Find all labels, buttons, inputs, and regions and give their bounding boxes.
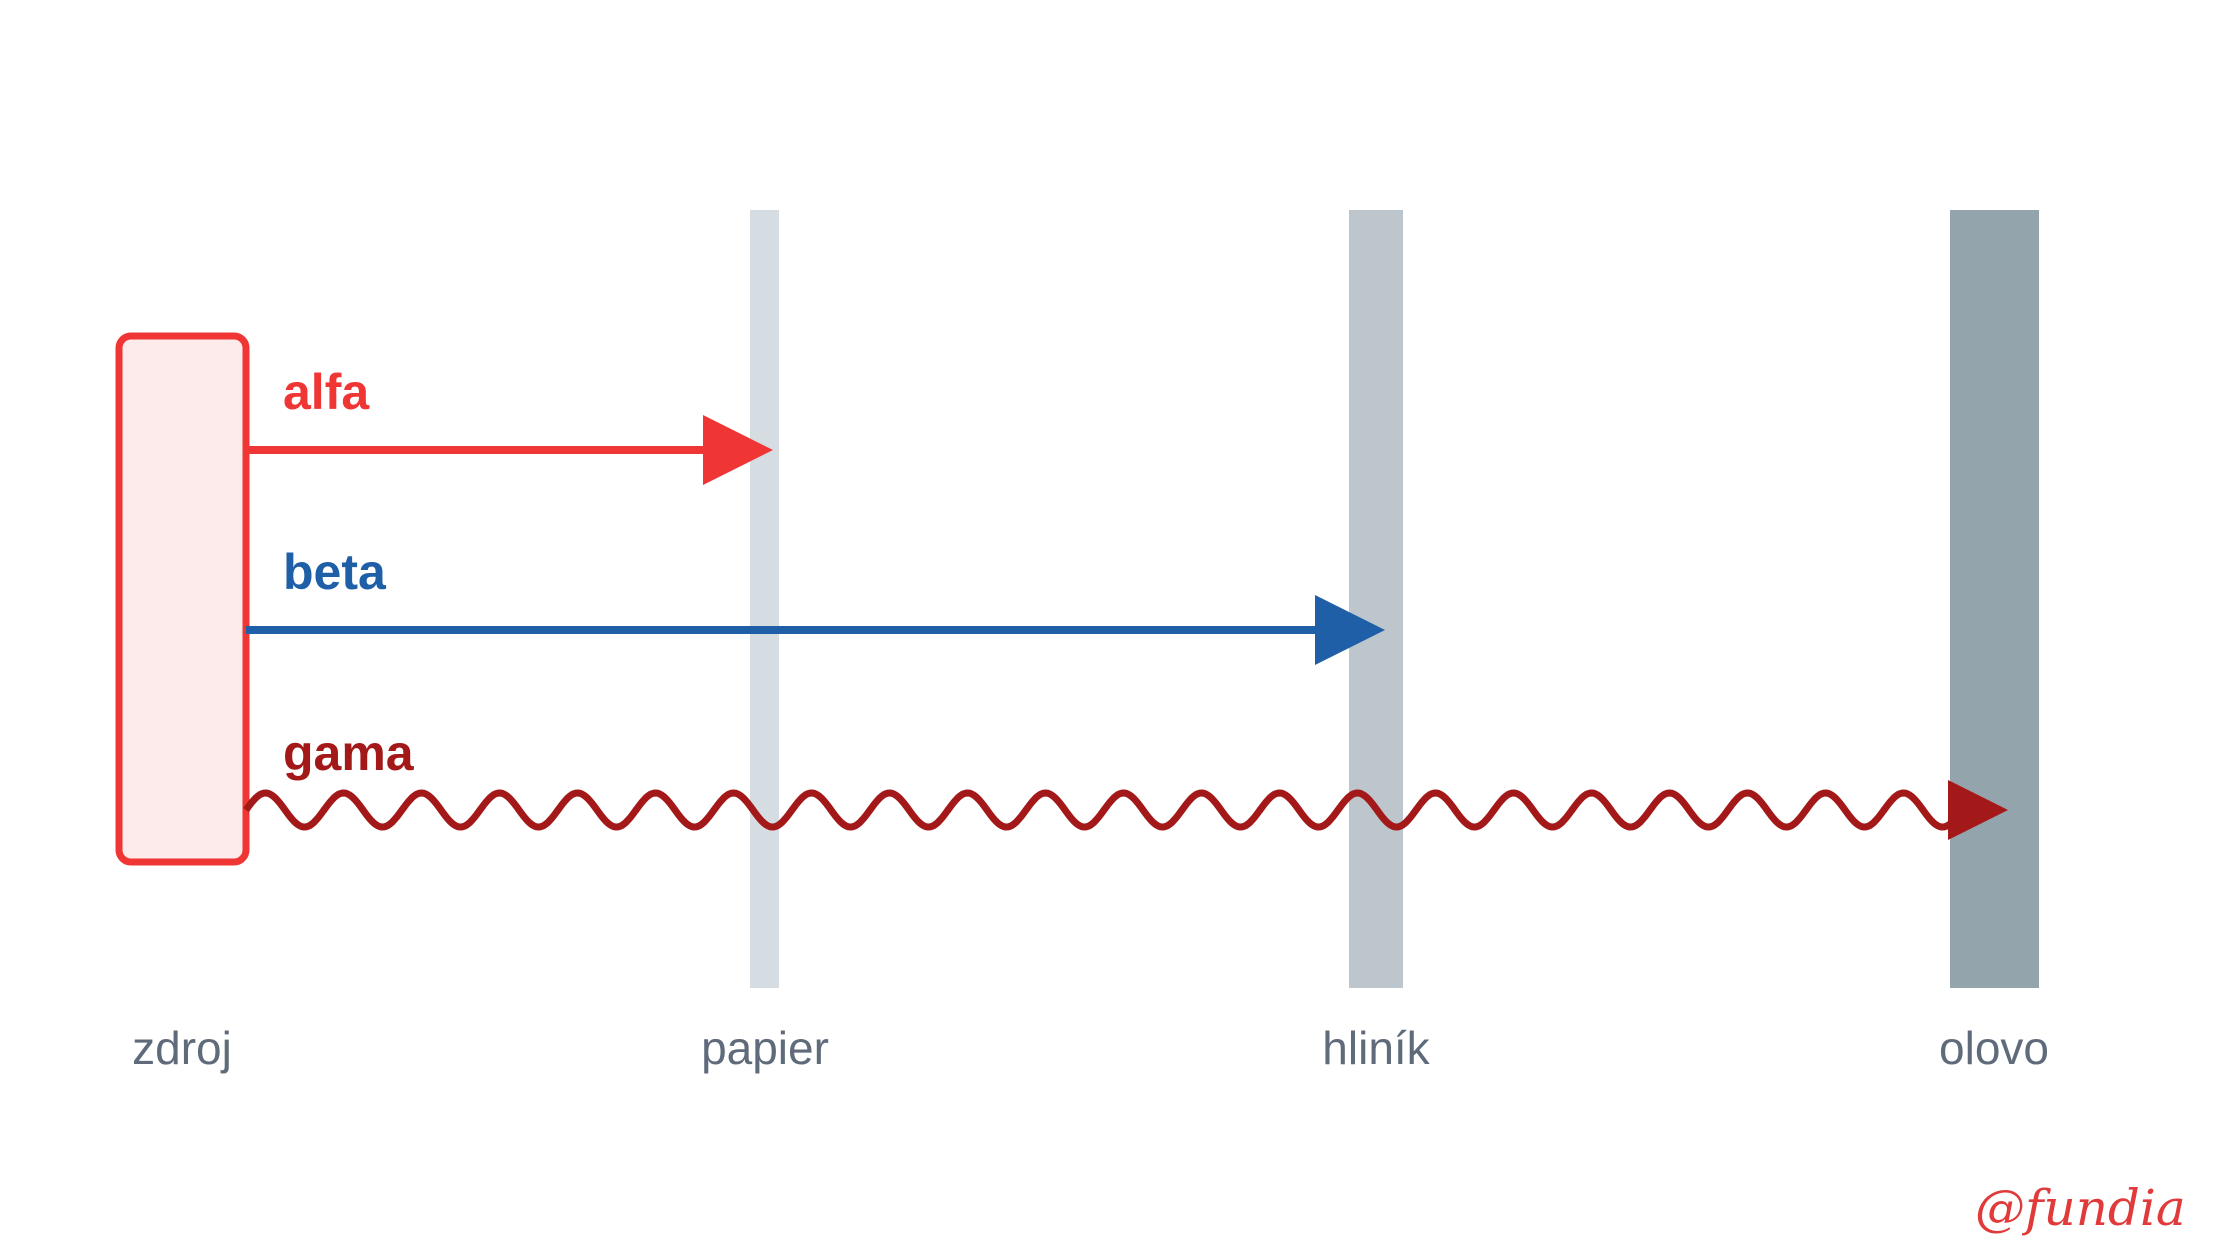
barrier-label: papier bbox=[701, 1022, 829, 1074]
beta-arrowhead bbox=[1315, 595, 1385, 665]
paper-barrier bbox=[750, 210, 779, 988]
source-label: zdroj bbox=[132, 1022, 232, 1074]
lead-barrier bbox=[1950, 210, 2039, 988]
alfa-arrowhead bbox=[703, 415, 773, 485]
gama-label: gama bbox=[283, 725, 415, 781]
barrier-label: hliník bbox=[1322, 1022, 1430, 1074]
alfa-label: alfa bbox=[283, 364, 370, 420]
gama-arrowhead bbox=[1948, 780, 2008, 840]
beta-label: beta bbox=[283, 544, 387, 600]
source-box bbox=[115, 332, 250, 866]
watermark: @fundia bbox=[1975, 1179, 2186, 1237]
gama-wave bbox=[243, 789, 1963, 831]
aluminium-barrier bbox=[1349, 210, 1403, 988]
barrier-label: olovo bbox=[1939, 1022, 2049, 1074]
